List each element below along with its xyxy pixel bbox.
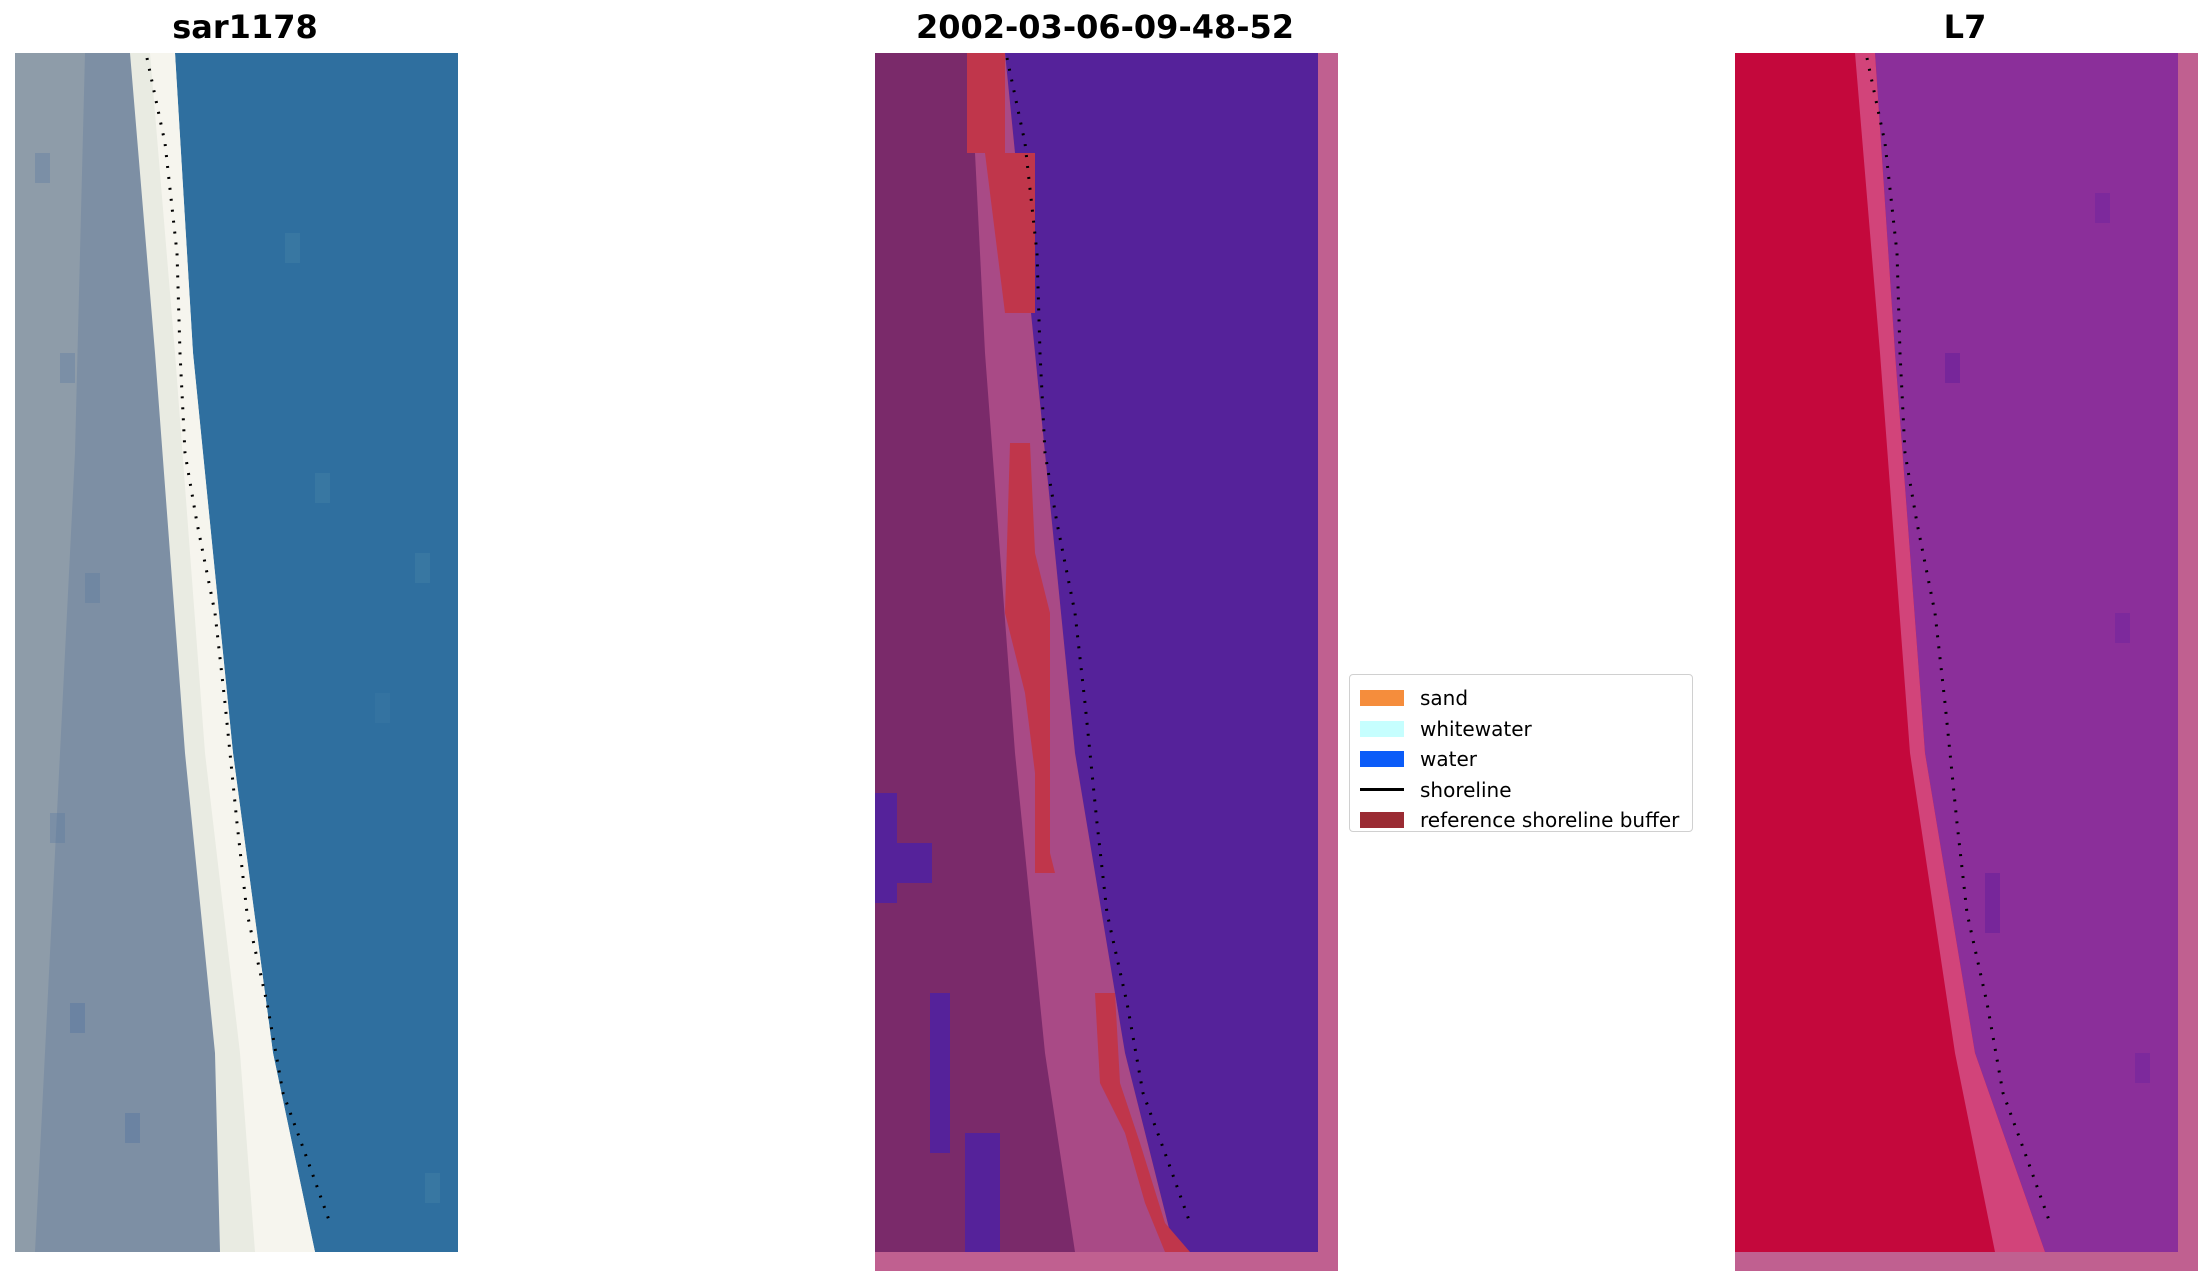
panel-title-rgb: sar1178 xyxy=(172,8,318,46)
legend-swatch-reference-buffer xyxy=(1360,812,1404,829)
legend-swatch-shoreline xyxy=(1360,788,1404,792)
panel-title-index: L7 xyxy=(1943,8,1987,46)
legend-item-sand: sand xyxy=(1360,683,1682,714)
legend-swatch-whitewater xyxy=(1360,720,1404,737)
legend-label-shoreline: shoreline xyxy=(1420,777,1512,802)
legend-label-reference-buffer: reference shoreline buffer xyxy=(1420,808,1680,833)
legend-item-reference-buffer: reference shoreline buffer xyxy=(1360,805,1682,836)
legend-item-shoreline: shoreline xyxy=(1360,775,1682,806)
legend-swatch-sand xyxy=(1360,690,1404,707)
legend-label-water: water xyxy=(1420,747,1477,772)
rgb-image-panel xyxy=(15,53,458,1252)
legend-swatch-water xyxy=(1360,751,1404,768)
legend: sand whitewater water shoreline referenc… xyxy=(1349,674,1693,832)
legend-item-water: water xyxy=(1360,744,1682,775)
classified-image-panel xyxy=(875,53,1338,1271)
index-image-panel xyxy=(1735,53,2198,1271)
legend-item-whitewater: whitewater xyxy=(1360,714,1682,745)
legend-label-sand: sand xyxy=(1420,686,1469,711)
legend-label-whitewater: whitewater xyxy=(1420,716,1532,741)
panel-title-classified: 2002-03-06-09-48-52 xyxy=(915,8,1295,46)
